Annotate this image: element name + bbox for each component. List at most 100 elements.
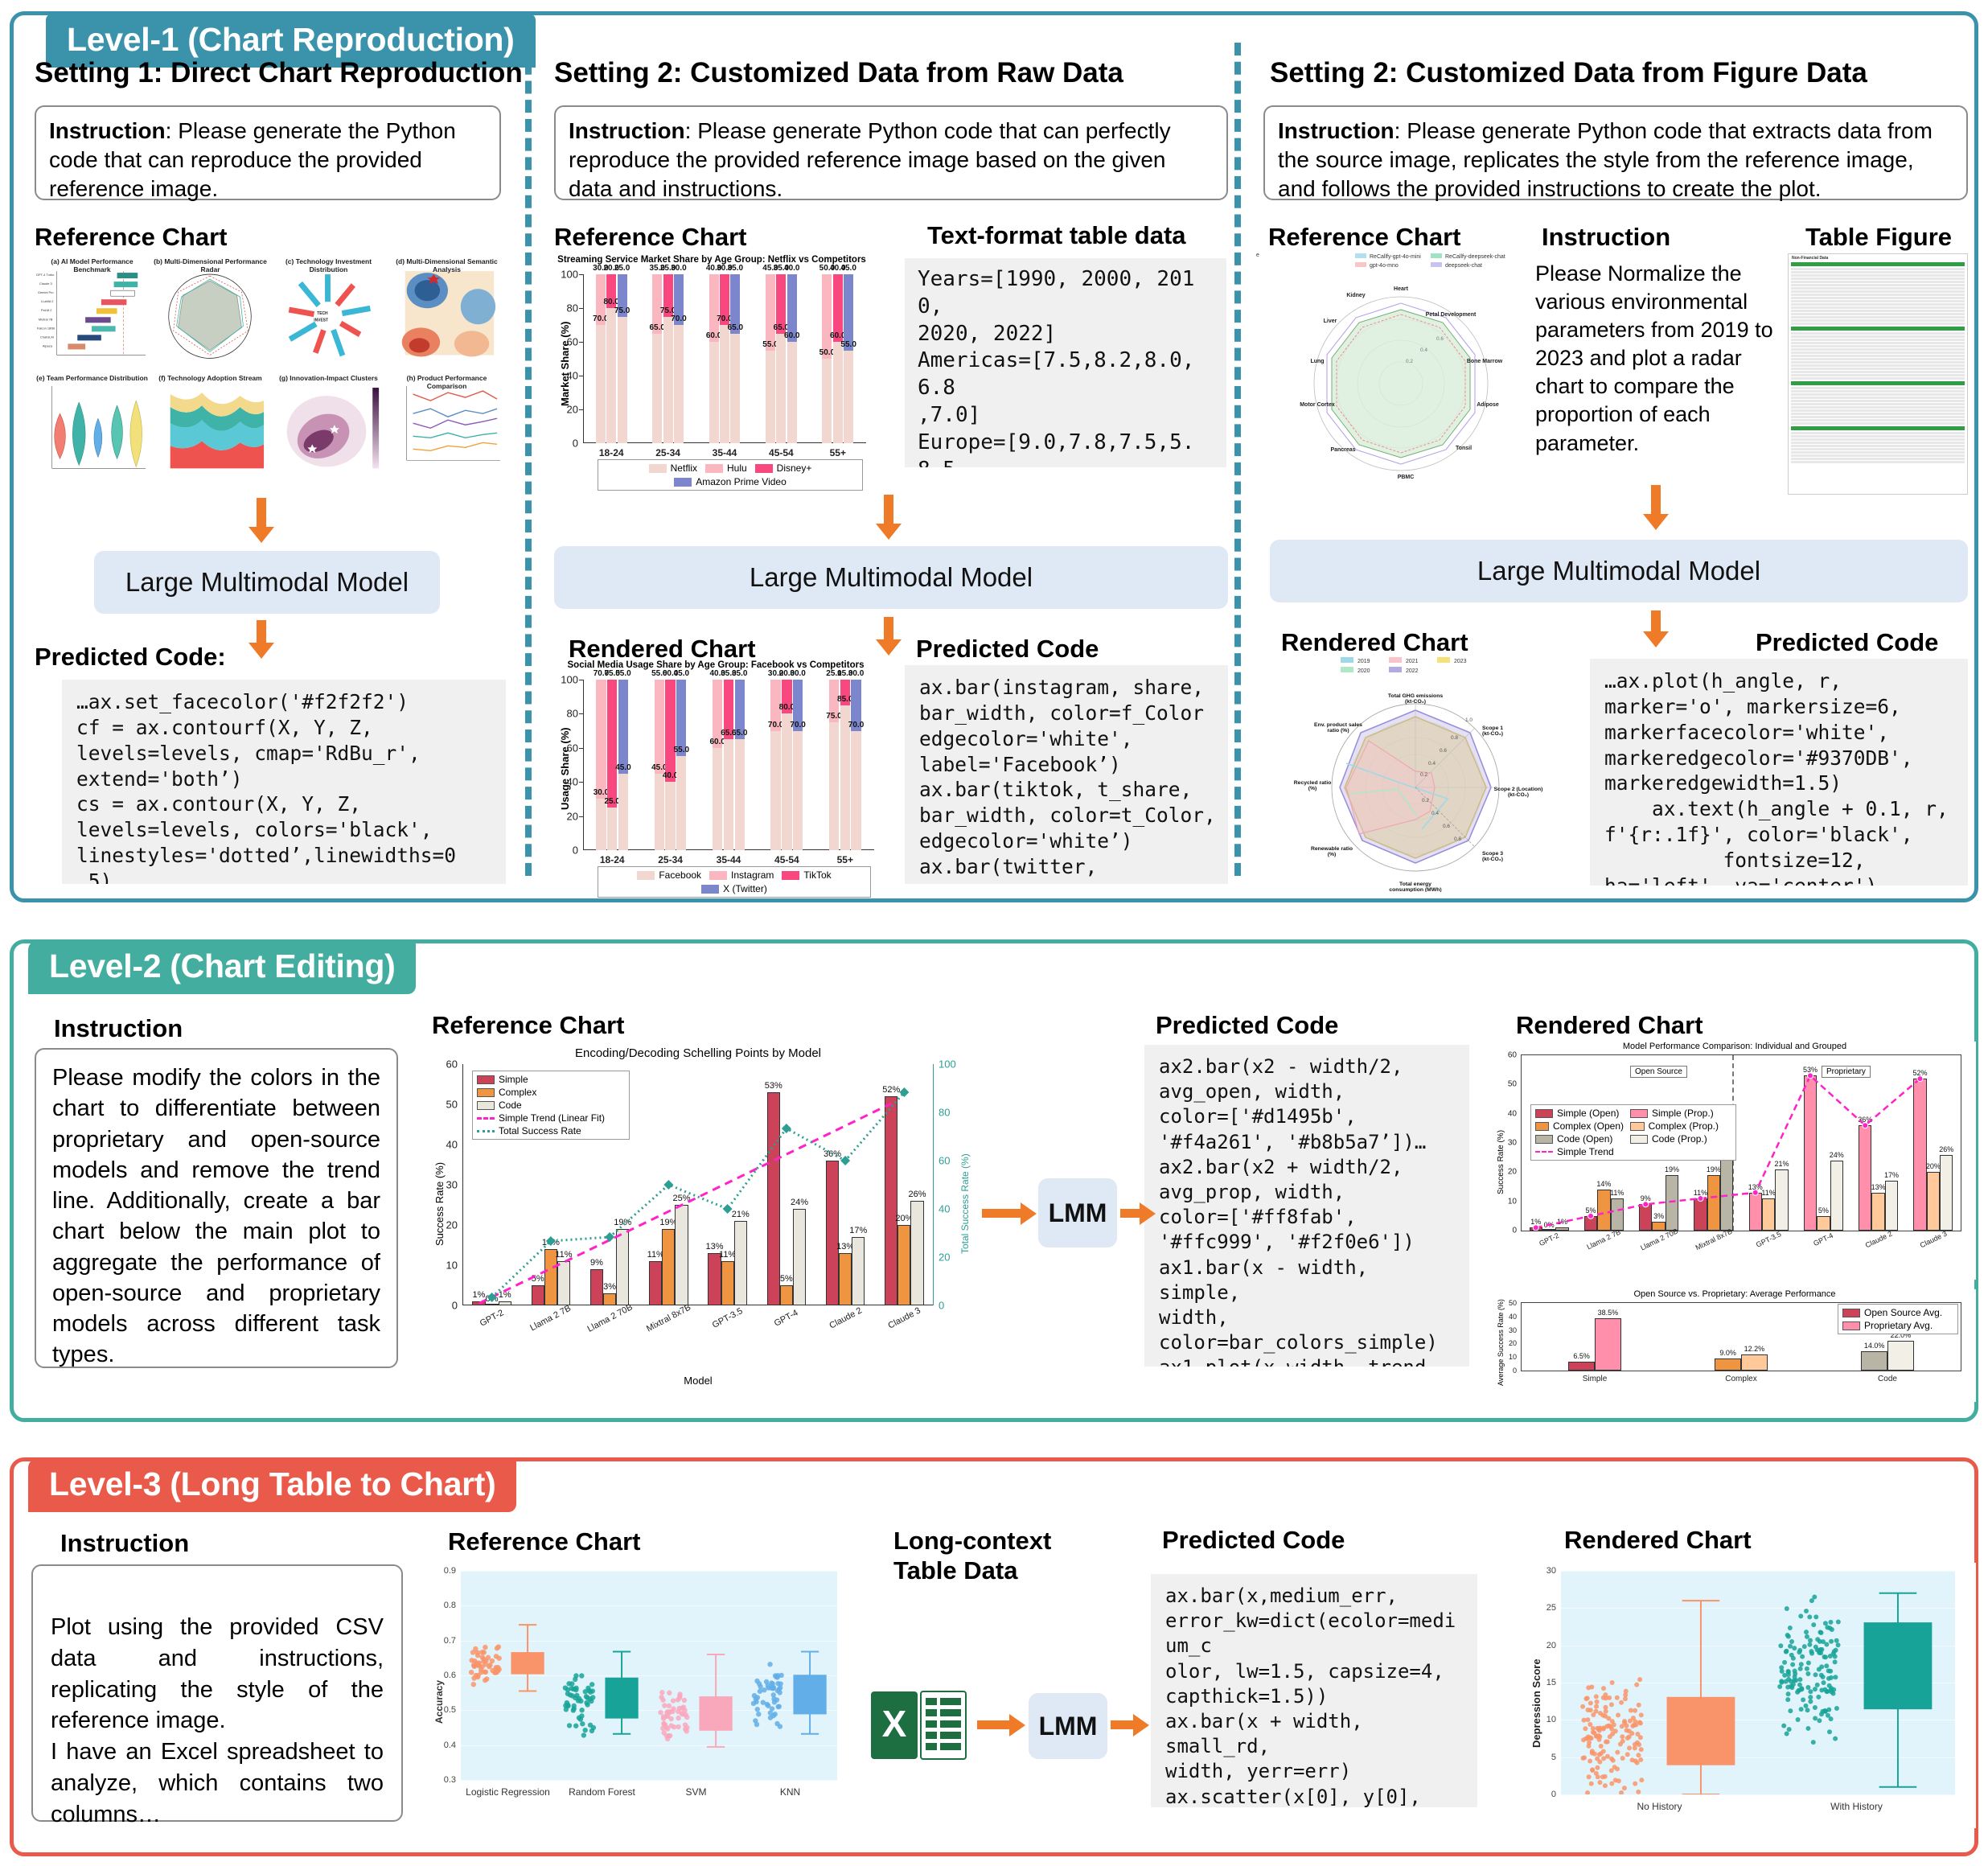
bar-value-label: 24% <box>790 1198 808 1207</box>
bar <box>1610 1198 1624 1231</box>
l3-instruction-caption: Instruction <box>60 1529 190 1557</box>
setting-2-fig-code: …ax.plot(h_angle, r, marker='o', markers… <box>1590 659 1968 886</box>
bar-base <box>673 325 684 443</box>
bar-value-label: 40.0 <box>662 771 679 781</box>
gridline <box>461 1640 837 1642</box>
svg-text:Heart: Heart <box>1394 286 1409 292</box>
bar-value-label: 55.0 <box>840 339 856 349</box>
bar <box>649 1261 663 1305</box>
x-tick: 25-34 <box>658 854 683 865</box>
bar-base <box>766 350 775 443</box>
svg-text:Env. product sales: Env. product sales <box>1314 722 1362 728</box>
bar-value-label: 70.0 <box>790 720 806 730</box>
legend-label: Complex (Prop.) <box>1648 1120 1719 1132</box>
bar-base <box>723 739 734 850</box>
l2-ref-xlabel: Model <box>684 1375 713 1387</box>
gridline <box>461 1745 837 1746</box>
setting-2-fig-instruction-caption: Instruction <box>1542 223 1671 251</box>
l3-ref-ylabel: Accuracy <box>433 1679 445 1724</box>
svg-text:1.0: 1.0 <box>1465 717 1473 723</box>
bar <box>708 1253 721 1305</box>
bar-base <box>617 316 627 443</box>
legend-item: Simple Trend (Linear Fit) <box>477 1112 625 1124</box>
y-tick: 20 <box>446 1219 458 1231</box>
bar-value-label: 60.0 <box>830 331 846 340</box>
y-tick: 80 <box>566 302 578 314</box>
y-tick-mark <box>579 782 583 783</box>
y-tick: 0 <box>1512 1367 1517 1375</box>
bar <box>779 1285 793 1305</box>
svg-text:2019: 2019 <box>1358 659 1370 664</box>
scatter-density-thumb-icon <box>286 387 380 468</box>
bar-top <box>606 274 617 308</box>
bar <box>1775 1169 1789 1231</box>
setting-2-raw-code-caption: Predicted Code <box>916 635 1099 663</box>
thumbnail-f: (f) Technology Adoption Stream <box>153 372 268 486</box>
l3-rendered-caption: Rendered Chart <box>1564 1526 1752 1554</box>
bar-value-label: 50.0 <box>819 348 836 357</box>
setting-1-reference-caption: Reference Chart <box>35 223 228 251</box>
l2-instruction-caption: Instruction <box>54 1014 183 1042</box>
bar-top <box>851 680 861 731</box>
bar <box>1555 1227 1569 1231</box>
legend-swatch <box>701 884 720 894</box>
y-tick: 20 <box>1507 1167 1517 1177</box>
raw-table-data: Years=[1990, 2000, 2010, 2020, 2022] Ame… <box>905 258 1226 467</box>
bar-base <box>793 730 803 850</box>
bar-value-label: 15.0 <box>837 669 853 678</box>
x-tick: KNN <box>779 1786 801 1798</box>
bar-top <box>652 274 663 334</box>
bar <box>603 1293 617 1305</box>
gridline <box>1561 1757 1955 1758</box>
bar-top <box>770 680 781 731</box>
y-tick: 30 <box>446 1178 458 1191</box>
bar-value-label: 52% <box>1912 1069 1928 1078</box>
bar <box>1652 1222 1666 1231</box>
rendered-radar-svg: 2019 2021 2023 2020 2022 <box>1294 657 1542 893</box>
svg-text:Mistral 7B: Mistral 7B <box>39 317 53 321</box>
l3-reference-caption: Reference Chart <box>448 1527 641 1556</box>
bar-top <box>607 680 618 808</box>
bar <box>1884 1181 1899 1231</box>
setting-1-reference-thumbnails: (a) AI Model Performance Benchmark GPT-4… <box>35 257 504 486</box>
bar-value-label: 45.0 <box>615 762 631 772</box>
y-tick-mark <box>579 274 583 275</box>
l2-rt-title: Model Performance Comparison: Individual… <box>1622 1042 1847 1051</box>
bar-value-label: 55.0 <box>615 669 631 678</box>
x-tick: With History <box>1830 1801 1883 1812</box>
bar-value-label: 20% <box>1925 1162 1941 1171</box>
l2-rb-plot: 0 10 20 30 40 50 6.5% 38.5% Simple 9.0% 12.2% Compl… <box>1509 1299 1961 1383</box>
bar-value-label: 75.0 <box>659 306 676 315</box>
legend-item: Code <box>477 1099 625 1111</box>
l2-ref-ylabel-right: Total Success Rate (%) <box>959 1153 971 1254</box>
boxplot-svg <box>468 1624 827 1748</box>
divider-1 <box>525 43 532 876</box>
bar <box>825 1161 840 1305</box>
bar-value-label: 11% <box>555 1250 573 1260</box>
bar <box>1861 1351 1887 1371</box>
bar-value-label: 14% <box>1596 1180 1612 1189</box>
bar-base <box>709 342 719 443</box>
bar-base <box>607 808 618 850</box>
svg-text:0.4: 0.4 <box>1431 811 1439 816</box>
l3-rendered-chart: Depression Score 0 5 10 15 20 25 30 No History W… <box>1526 1563 1976 1828</box>
level-1-panel: Level-1 (Chart Reproduction) Setting 1: … <box>10 11 1978 902</box>
bar-base <box>663 316 673 443</box>
bar-top <box>840 680 850 705</box>
l2-instruction-text: Please modify the colors in the chart to… <box>52 1065 380 1368</box>
svg-text:Lung: Lung <box>1310 359 1324 364</box>
legend-item: Total Success Rate <box>477 1125 625 1136</box>
bar <box>675 1205 688 1305</box>
bar-value-label: 36% <box>1858 1116 1873 1124</box>
bar-value-label: 70.0 <box>671 314 687 323</box>
l3-table-caption-text: Long-context Table Data <box>893 1527 1052 1585</box>
legend-swatch <box>782 870 800 880</box>
bar <box>721 1261 734 1305</box>
y-tick: 15 <box>1546 1678 1556 1687</box>
svg-text:Pancreas: Pancreas <box>1330 447 1355 453</box>
bar <box>1926 1172 1941 1231</box>
bar-value-label: 20.0 <box>603 264 619 273</box>
legend-label: Simple (Open) <box>1557 1108 1620 1119</box>
bar-value-label: 9.0% <box>1719 1348 1736 1357</box>
bar-top <box>723 680 734 740</box>
